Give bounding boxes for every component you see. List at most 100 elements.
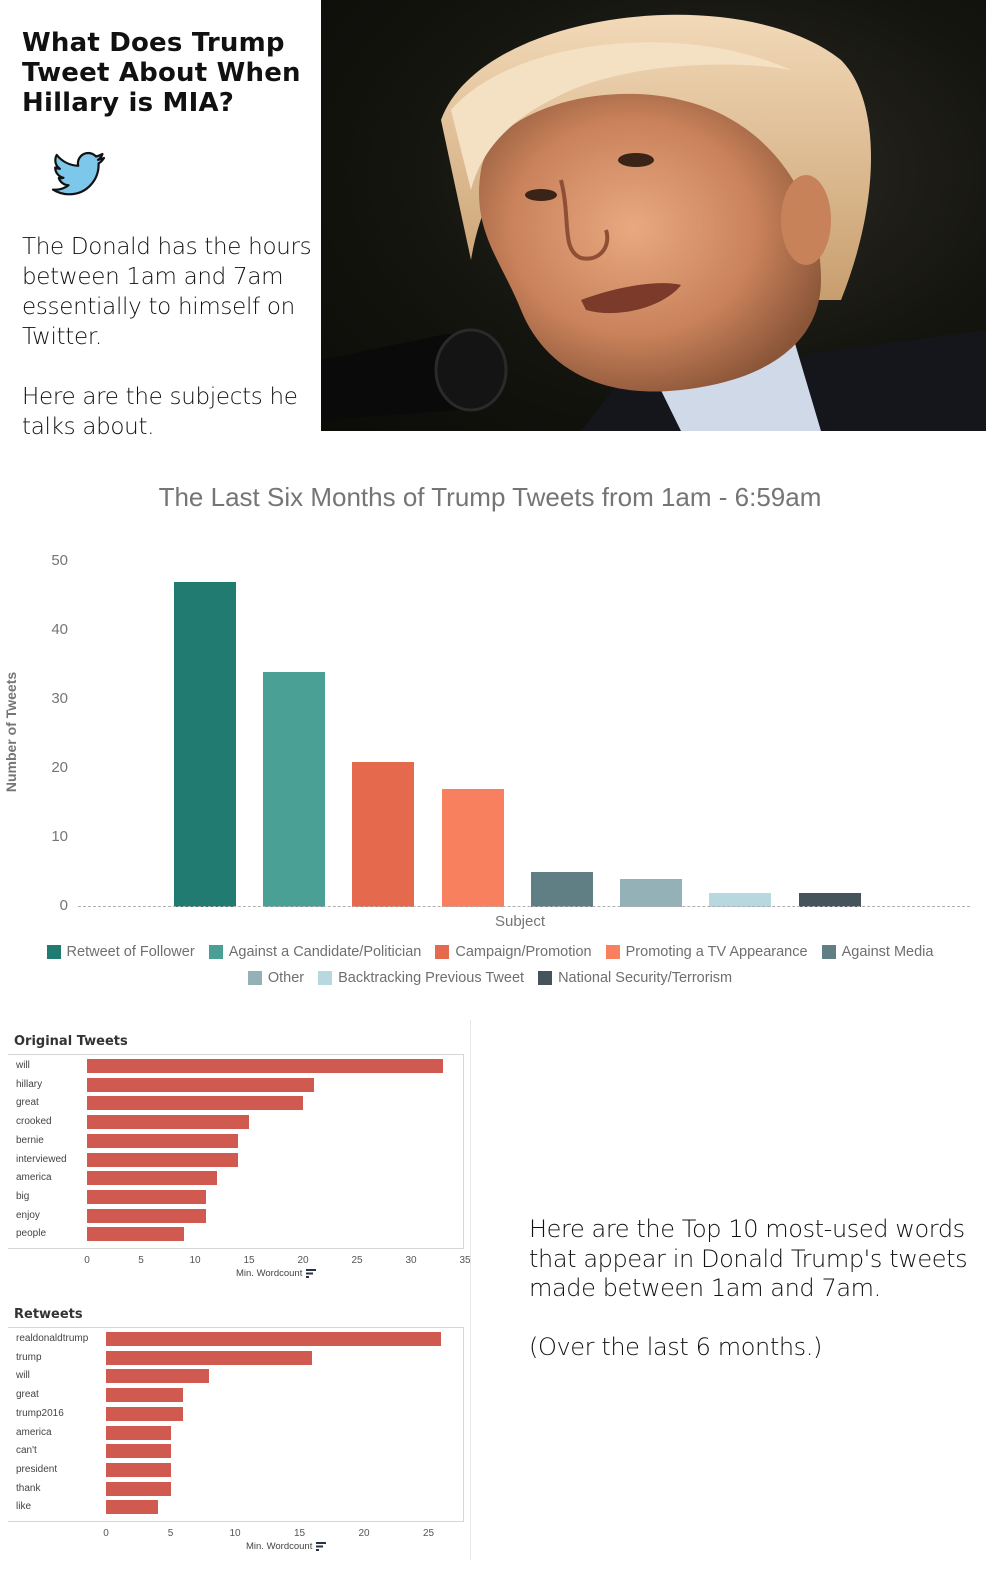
word-bar — [87, 1059, 444, 1073]
original-tweets-title: Original Tweets — [14, 1034, 128, 1049]
word-bar — [106, 1388, 184, 1403]
intro-text: The Donald has the hours between 1am and… — [22, 232, 312, 472]
legend-row-1: Retweet of Follower Against a Candidate/… — [0, 944, 980, 963]
word-row: america — [8, 1423, 464, 1442]
y-tick: 50 — [51, 552, 68, 569]
word-label: bernie — [16, 1134, 44, 1146]
legend-swatch — [46, 945, 61, 959]
legend-swatch — [318, 971, 333, 985]
y-tick: 20 — [51, 759, 68, 776]
word-bar — [87, 1133, 239, 1148]
x-axis-baseline — [78, 906, 970, 907]
legend-label: National Security/Terrorism — [558, 970, 733, 986]
legend-label: Campaign/Promotion — [455, 944, 592, 960]
word-bar — [106, 1369, 210, 1384]
word-bar — [87, 1227, 185, 1242]
twitter-bird-icon — [42, 142, 110, 202]
word-label: realdonaldtrump — [16, 1333, 89, 1344]
y-tick: 0 — [59, 897, 68, 914]
word-label: america — [16, 1172, 52, 1184]
bar — [263, 671, 325, 907]
word-label: hillary — [16, 1078, 43, 1090]
word-label: great — [16, 1389, 39, 1401]
word-row: will — [8, 1366, 464, 1385]
word-bar — [106, 1332, 442, 1346]
section-divider — [470, 1020, 471, 1560]
word-label: big — [16, 1190, 30, 1202]
word-bar — [106, 1350, 313, 1365]
x-tick: 25 — [351, 1255, 363, 1266]
word-label: trump2016 — [16, 1407, 64, 1419]
word-bar — [87, 1171, 217, 1186]
legend-label: Promoting a TV Appearance — [625, 944, 808, 960]
word-row: trump2016 — [8, 1404, 464, 1423]
word-bar — [87, 1115, 249, 1130]
sort-descending-icon[interactable] — [316, 1541, 327, 1551]
intro-paragraph: The Donald has the hours between 1am and… — [22, 234, 312, 350]
outro-text: Here are the Top 10 most-used words that… — [529, 1215, 969, 1391]
x-tick: 10 — [229, 1528, 241, 1539]
word-bar — [87, 1077, 314, 1092]
x-tick: 15 — [243, 1255, 255, 1266]
page-headline: What Does Trump Tweet About When Hillary… — [22, 28, 301, 118]
word-row: trump — [8, 1348, 464, 1367]
trump-photo — [321, 0, 986, 431]
sort-descending-icon[interactable] — [306, 1268, 317, 1278]
word-row: will — [8, 1056, 464, 1075]
y-tick: 40 — [51, 621, 68, 638]
word-bar — [106, 1406, 184, 1421]
bar — [174, 581, 236, 907]
y-tick: 10 — [51, 828, 68, 845]
word-label: great — [16, 1097, 39, 1109]
x-tick: 0 — [84, 1255, 90, 1266]
legend-label: Against Media — [841, 944, 934, 960]
bar — [709, 893, 771, 907]
word-bar — [106, 1500, 158, 1515]
x-axis-title: Subject — [494, 913, 546, 930]
word-bar — [87, 1152, 239, 1167]
word-label: people — [16, 1228, 47, 1240]
legend-item: Backtracking Previous Tweet — [318, 970, 524, 986]
legend-item: Against Media — [821, 944, 934, 960]
legend-label: Against a Candidate/Politician — [228, 944, 422, 960]
legend-item: Retweet of Follower — [46, 944, 195, 960]
legend-swatch — [247, 971, 262, 985]
word-row: crooked — [8, 1112, 464, 1131]
retweets-title: Retweets — [14, 1307, 83, 1322]
x-tick: 35 — [459, 1255, 471, 1266]
word-label: will — [16, 1060, 30, 1071]
bar — [442, 789, 504, 907]
word-row: interviewed — [8, 1150, 464, 1169]
legend-label: Backtracking Previous Tweet — [338, 970, 525, 986]
bar — [799, 893, 861, 907]
legend-item: Campaign/Promotion — [435, 944, 592, 960]
y-axis-title: Number of Tweets — [3, 671, 19, 793]
word-label: america — [16, 1426, 52, 1438]
word-row: president — [8, 1460, 464, 1479]
word-label: like — [16, 1501, 32, 1513]
x-tick: 0 — [103, 1528, 109, 1539]
x-tick: 25 — [422, 1528, 435, 1539]
word-label: can't — [16, 1445, 37, 1457]
word-label: crooked — [16, 1116, 52, 1128]
x-axis-title: Min. Wordcount — [236, 1268, 317, 1279]
chart-title: The Last Six Months of Trump Tweets from… — [158, 482, 822, 512]
legend-swatch — [821, 945, 836, 959]
bar — [531, 872, 593, 907]
word-row: like — [8, 1497, 464, 1516]
legend-swatch — [435, 945, 450, 959]
legend-item: Against a Candidate/Politician — [208, 944, 422, 960]
word-row: realdonaldtrump — [8, 1329, 464, 1348]
legend-swatch — [538, 971, 553, 985]
outro-paragraph: (Over the last 6 months.) — [529, 1332, 822, 1361]
retweets-chart: Retweets realdonaldtrump trump will great tr… — [8, 1303, 464, 1553]
bar — [352, 761, 414, 907]
bar — [620, 879, 682, 907]
word-row: big — [8, 1187, 464, 1206]
legend-swatch — [208, 945, 223, 959]
word-bar — [106, 1481, 171, 1496]
word-row: bernie — [8, 1131, 464, 1150]
y-tick: 30 — [51, 690, 68, 707]
bar-plot-area — [78, 560, 970, 907]
word-label: trump — [16, 1351, 42, 1363]
